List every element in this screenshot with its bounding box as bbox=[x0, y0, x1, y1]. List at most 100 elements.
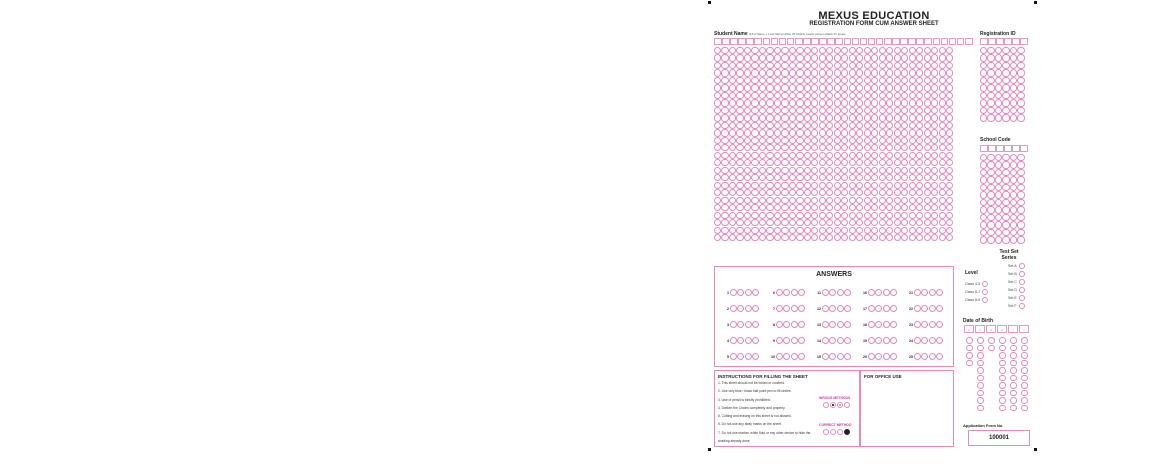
test-set-option[interactable]: Set F bbox=[1008, 303, 1025, 309]
bubble[interactable] bbox=[938, 166, 946, 174]
bubble[interactable] bbox=[856, 151, 864, 159]
bubble[interactable] bbox=[811, 159, 819, 167]
bubble[interactable] bbox=[1009, 114, 1018, 122]
bubble[interactable] bbox=[908, 84, 916, 92]
bubble[interactable] bbox=[818, 106, 826, 115]
bubble[interactable] bbox=[728, 91, 737, 100]
bubble[interactable] bbox=[818, 99, 826, 107]
bubble[interactable] bbox=[916, 114, 924, 122]
bubble[interactable] bbox=[826, 204, 834, 212]
bubble[interactable] bbox=[788, 151, 797, 159]
bubble[interactable] bbox=[751, 159, 759, 167]
bubble[interactable] bbox=[736, 166, 744, 174]
bubble[interactable] bbox=[751, 99, 759, 107]
answer-question[interactable]: 20 bbox=[861, 353, 898, 360]
bubble[interactable] bbox=[1002, 154, 1010, 162]
answer-question[interactable]: 17 bbox=[861, 305, 898, 312]
bubble[interactable] bbox=[938, 196, 946, 204]
answer-option-bubble[interactable] bbox=[730, 353, 737, 360]
bubble[interactable] bbox=[751, 144, 759, 152]
bubble[interactable] bbox=[751, 204, 759, 212]
dob-box[interactable]: Y bbox=[1008, 325, 1018, 333]
bubble[interactable] bbox=[758, 61, 767, 70]
answer-option-bubble[interactable] bbox=[783, 289, 791, 296]
bubble[interactable] bbox=[721, 47, 729, 55]
bubble[interactable] bbox=[773, 189, 782, 197]
answer-option-bubble[interactable] bbox=[914, 305, 921, 312]
bubble[interactable] bbox=[908, 76, 916, 85]
bubble[interactable] bbox=[1017, 228, 1025, 237]
bubble[interactable] bbox=[736, 219, 744, 227]
bubble[interactable] bbox=[766, 121, 774, 130]
bubble[interactable] bbox=[848, 234, 856, 242]
answer-option-bubble[interactable] bbox=[844, 337, 852, 344]
bubble[interactable] bbox=[923, 61, 931, 70]
bubble[interactable] bbox=[766, 76, 774, 85]
bubble[interactable] bbox=[773, 69, 782, 77]
bubble[interactable] bbox=[878, 196, 886, 204]
bubble[interactable] bbox=[796, 69, 804, 77]
bubble[interactable] bbox=[714, 144, 722, 152]
bubble[interactable] bbox=[751, 121, 759, 130]
bubble[interactable] bbox=[987, 91, 995, 100]
bubble[interactable] bbox=[788, 129, 797, 137]
answer-question[interactable]: 5 bbox=[723, 353, 760, 360]
bubble[interactable] bbox=[886, 174, 894, 182]
bubble[interactable] bbox=[743, 151, 752, 159]
bubble[interactable] bbox=[841, 181, 849, 189]
bubble[interactable] bbox=[856, 144, 864, 152]
bubble[interactable] bbox=[803, 61, 811, 70]
bubble[interactable] bbox=[878, 174, 886, 182]
bubble[interactable] bbox=[721, 226, 729, 234]
bubble[interactable] bbox=[923, 69, 931, 77]
bubble[interactable] bbox=[946, 99, 954, 107]
bubble[interactable] bbox=[916, 211, 924, 219]
answer-option-bubble[interactable] bbox=[914, 353, 921, 360]
answer-option-bubble[interactable] bbox=[783, 305, 791, 312]
bubble[interactable] bbox=[938, 76, 946, 85]
answer-option-bubble[interactable] bbox=[822, 321, 829, 328]
bubble[interactable] bbox=[796, 226, 804, 234]
bubble[interactable] bbox=[751, 136, 759, 144]
bubble[interactable] bbox=[871, 166, 879, 174]
bubble[interactable] bbox=[781, 136, 789, 144]
answer-option-bubble[interactable] bbox=[790, 353, 798, 360]
answer-option-bubble[interactable] bbox=[790, 305, 798, 312]
bubble[interactable] bbox=[893, 166, 901, 174]
bubble[interactable] bbox=[788, 136, 797, 144]
bubble[interactable] bbox=[848, 91, 856, 100]
bubble[interactable] bbox=[736, 189, 744, 197]
bubble[interactable] bbox=[938, 91, 946, 100]
bubble[interactable] bbox=[743, 114, 752, 122]
bubble[interactable] bbox=[758, 99, 767, 107]
bubble[interactable] bbox=[728, 61, 737, 70]
bubble[interactable] bbox=[803, 204, 811, 212]
bubble[interactable] bbox=[781, 219, 789, 227]
bubble[interactable] bbox=[818, 151, 826, 159]
bubble[interactable] bbox=[811, 234, 819, 242]
answer-option-bubble[interactable] bbox=[868, 289, 875, 296]
bubble[interactable] bbox=[743, 204, 752, 212]
bubble[interactable] bbox=[781, 129, 789, 137]
bubble[interactable] bbox=[863, 211, 871, 219]
answer-option-bubble[interactable] bbox=[737, 337, 745, 344]
bubble[interactable] bbox=[871, 159, 879, 167]
bubble[interactable] bbox=[721, 159, 729, 167]
bubble[interactable] bbox=[994, 176, 1003, 184]
bubble[interactable] bbox=[908, 54, 916, 62]
answer-option-bubble[interactable] bbox=[744, 321, 752, 328]
bubble[interactable] bbox=[803, 69, 811, 77]
bubble[interactable] bbox=[916, 76, 924, 85]
bubble[interactable] bbox=[811, 106, 819, 115]
bubble[interactable] bbox=[916, 226, 924, 234]
bubble[interactable] bbox=[743, 47, 752, 55]
bubble[interactable] bbox=[781, 226, 789, 234]
bubble[interactable] bbox=[811, 84, 819, 92]
bubble[interactable] bbox=[841, 76, 849, 85]
entry-box[interactable] bbox=[980, 38, 988, 45]
answer-option-bubble[interactable] bbox=[882, 289, 890, 296]
bubble[interactable] bbox=[721, 219, 729, 227]
bubble[interactable] bbox=[751, 76, 759, 85]
bubble[interactable] bbox=[893, 76, 901, 85]
bubble[interactable] bbox=[994, 99, 1003, 107]
